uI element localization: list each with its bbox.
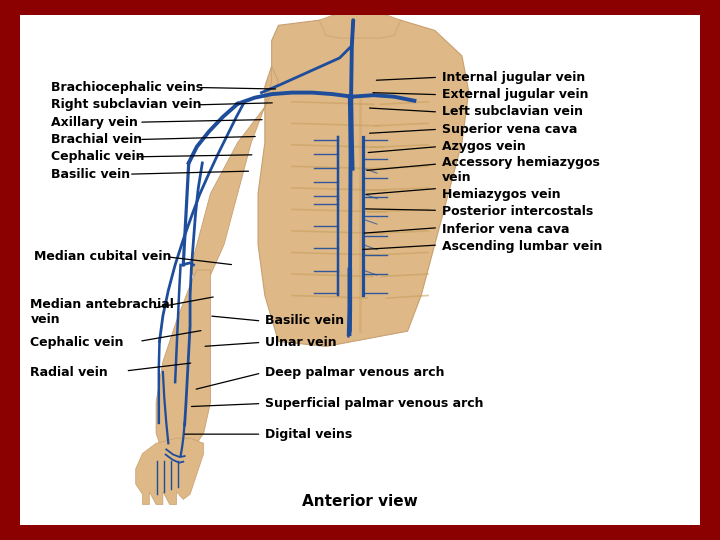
Text: Anterior view: Anterior view: [302, 495, 418, 509]
Text: Ulnar vein: Ulnar vein: [265, 336, 336, 349]
Text: Radial vein: Radial vein: [30, 367, 108, 380]
Text: Azygos vein: Azygos vein: [441, 140, 526, 153]
Text: Brachial vein: Brachial vein: [50, 133, 142, 146]
Text: Median cubital vein: Median cubital vein: [34, 250, 171, 263]
Text: Posterior intercostals: Posterior intercostals: [441, 205, 593, 218]
Text: Superior vena cava: Superior vena cava: [441, 123, 577, 136]
Text: Median antebrachial
vein: Median antebrachial vein: [30, 298, 174, 326]
Text: Cephalic vein: Cephalic vein: [50, 150, 144, 163]
Text: Inferior vena cava: Inferior vena cava: [441, 222, 569, 236]
Text: Right subclavian vein: Right subclavian vein: [50, 98, 202, 111]
Text: Superficial palmar venous arch: Superficial palmar venous arch: [265, 397, 483, 410]
Text: Accessory hemiazygos
vein: Accessory hemiazygos vein: [441, 156, 600, 184]
Text: Ascending lumbar vein: Ascending lumbar vein: [441, 240, 602, 253]
Text: Digital veins: Digital veins: [265, 428, 352, 441]
Text: Axillary vein: Axillary vein: [50, 116, 138, 129]
Polygon shape: [258, 15, 469, 347]
Polygon shape: [190, 66, 279, 280]
Polygon shape: [156, 270, 210, 458]
Text: Internal jugular vein: Internal jugular vein: [441, 71, 585, 84]
Text: Basilic vein: Basilic vein: [265, 314, 344, 327]
Polygon shape: [319, 12, 401, 38]
Text: Basilic vein: Basilic vein: [50, 167, 130, 181]
Text: Hemiazygos vein: Hemiazygos vein: [441, 188, 560, 201]
Text: External jugular vein: External jugular vein: [441, 88, 588, 101]
Text: Brachiocephalic veins: Brachiocephalic veins: [50, 81, 203, 94]
Polygon shape: [135, 438, 204, 504]
Text: Deep palmar venous arch: Deep palmar venous arch: [265, 367, 444, 380]
Text: Left subclavian vein: Left subclavian vein: [441, 105, 582, 118]
Text: Cephalic vein: Cephalic vein: [30, 336, 124, 349]
